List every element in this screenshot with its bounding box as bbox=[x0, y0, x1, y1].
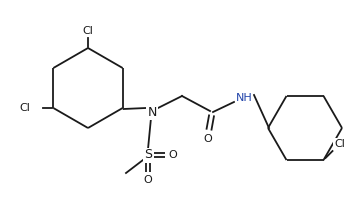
Text: Cl: Cl bbox=[83, 26, 94, 36]
Text: O: O bbox=[144, 175, 153, 185]
Text: NH: NH bbox=[236, 93, 252, 103]
Text: Cl: Cl bbox=[334, 139, 345, 149]
Text: S: S bbox=[144, 148, 152, 162]
Text: O: O bbox=[169, 150, 177, 160]
Text: N: N bbox=[147, 106, 157, 119]
Text: Cl: Cl bbox=[20, 103, 30, 113]
Text: O: O bbox=[203, 134, 212, 144]
